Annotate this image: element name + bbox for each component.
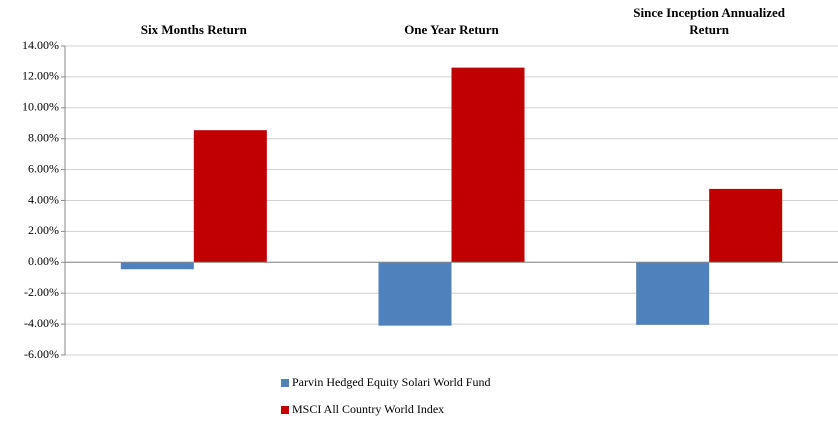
y-tick-label: -4.00% xyxy=(24,316,59,330)
y-tick-label: 14.00% xyxy=(22,38,59,52)
bar xyxy=(636,262,710,325)
y-tick-label: 0.00% xyxy=(28,254,59,268)
category-label: One Year Return xyxy=(404,22,499,37)
bar xyxy=(120,262,194,270)
legend-swatch xyxy=(281,406,289,414)
category-label-box: Since Inception Annualized Return xyxy=(633,5,785,37)
legend-label: MSCI All Country World Index xyxy=(292,402,444,416)
bar xyxy=(709,188,783,263)
y-tick-label: -2.00% xyxy=(24,285,59,299)
bar xyxy=(193,130,267,263)
category-label: Since Inception Annualized Return xyxy=(633,5,785,37)
y-tick-label: 2.00% xyxy=(28,223,59,237)
y-tick-label: -6.00% xyxy=(24,347,59,361)
legend-swatch xyxy=(281,379,289,387)
legend-label: Parvin Hedged Equity Solari World Fund xyxy=(292,375,490,389)
bar xyxy=(378,262,452,326)
y-tick-label: 4.00% xyxy=(28,192,59,206)
category-label: Six Months Return xyxy=(140,22,247,37)
y-tick-label: 10.00% xyxy=(22,100,59,114)
y-tick-label: 8.00% xyxy=(28,130,59,144)
category-label-box: One Year Return xyxy=(404,22,499,37)
bar xyxy=(451,67,525,263)
y-tick-label: 12.00% xyxy=(22,69,59,83)
category-label-box: Six Months Return xyxy=(140,22,247,37)
y-tick-label: 6.00% xyxy=(28,161,59,175)
